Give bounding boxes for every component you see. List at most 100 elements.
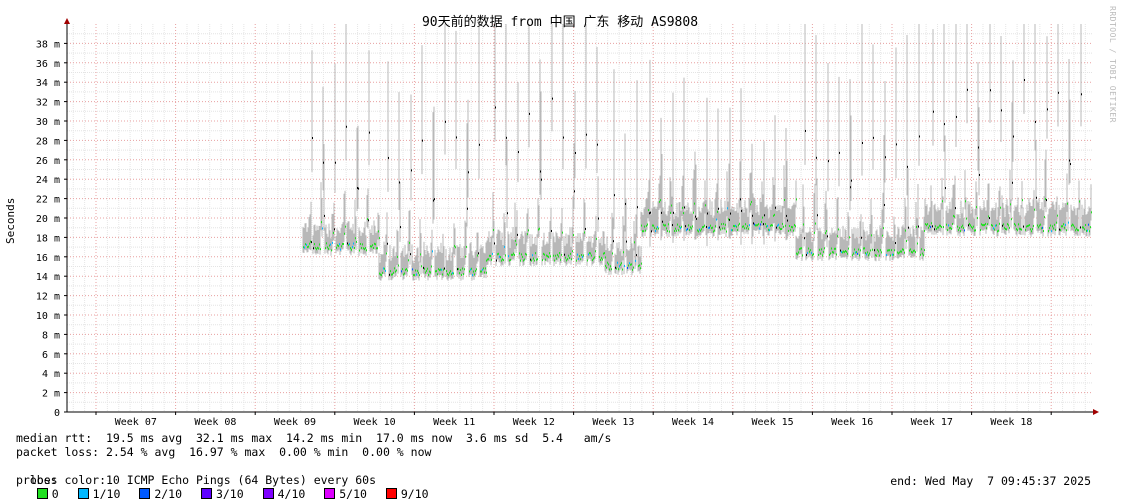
median-point [779, 226, 780, 229]
median-point [887, 249, 888, 252]
loss-color-text: 1/10 [92, 487, 121, 501]
median-point [790, 228, 791, 231]
median-point [632, 268, 633, 271]
median-point [416, 273, 417, 276]
median-point [821, 248, 822, 251]
median-point [956, 115, 957, 118]
median-point [730, 212, 731, 215]
smokeping-chart: 0 2 m 4 m 6 m 8 m 10 m 12 m 14 m 16 m 18 m 20 m 22 … [36, 14, 1099, 428]
median-point [774, 213, 775, 216]
median-point [917, 242, 918, 245]
median-point [1073, 224, 1074, 227]
median-point [320, 248, 321, 251]
median-point [789, 225, 790, 228]
median-point [998, 229, 999, 232]
median-point [806, 253, 807, 256]
median-point [458, 268, 459, 271]
median-point [933, 110, 934, 113]
median-point [588, 253, 589, 256]
median-point [499, 255, 500, 258]
median-point [653, 224, 654, 227]
median-point [677, 223, 678, 226]
median-point [755, 224, 756, 227]
median-point [848, 247, 849, 250]
median-point [936, 228, 937, 231]
median-point [418, 271, 419, 274]
median-point [423, 266, 424, 269]
median-point [339, 243, 340, 246]
median-point [581, 254, 582, 257]
median-point [871, 234, 872, 237]
median-point [432, 250, 433, 253]
median-point [1020, 228, 1021, 231]
median-point [670, 211, 671, 214]
median-point [429, 270, 430, 273]
median-point [958, 229, 959, 232]
median-point [571, 258, 572, 261]
median-point [412, 268, 413, 271]
median-point [486, 271, 487, 274]
median-point [610, 265, 611, 268]
median-point [1003, 223, 1004, 226]
median-point [883, 227, 884, 230]
loss-color-text: 3/10 [215, 487, 244, 501]
y-tick-label: 34 m [36, 78, 60, 89]
median-point [462, 267, 463, 270]
median-point [627, 266, 628, 269]
median-point [591, 254, 592, 257]
median-point [720, 228, 721, 231]
median-point [1047, 108, 1048, 111]
median-point [509, 259, 510, 262]
median-point [587, 259, 588, 262]
median-point [449, 271, 450, 274]
median-point [616, 267, 617, 270]
median-point [803, 223, 804, 226]
median-point [530, 258, 531, 261]
median-point [329, 244, 330, 247]
median-point [347, 242, 348, 245]
median-point [736, 225, 737, 228]
median-point [319, 243, 320, 246]
median-point [903, 248, 904, 251]
median-point [695, 215, 696, 218]
median-point [662, 220, 663, 223]
median-point [792, 226, 793, 229]
median-point [550, 255, 551, 258]
median-point [912, 251, 913, 254]
x-tick-label: Week 14 [672, 417, 714, 428]
median-point [658, 227, 659, 230]
y-tick-label: 16 m [36, 253, 60, 264]
median-point [471, 267, 472, 270]
median-point [735, 224, 736, 227]
median-point [732, 229, 733, 232]
median-point [833, 251, 834, 254]
median-point [448, 274, 449, 277]
median-point [827, 235, 828, 238]
median-point [981, 223, 982, 226]
median-point [349, 243, 350, 246]
median-point [702, 226, 703, 229]
median-point [740, 198, 741, 201]
median-point [714, 229, 715, 232]
median-point [640, 267, 641, 270]
median-point [988, 215, 989, 218]
median-point [1014, 222, 1015, 225]
median-point [486, 259, 487, 262]
median-point [749, 224, 750, 227]
median-point [355, 237, 356, 240]
median-point [822, 254, 823, 257]
median-point [859, 254, 860, 257]
median-point [924, 229, 925, 232]
median-point [454, 244, 455, 247]
median-point [1039, 224, 1040, 227]
median-point [675, 227, 676, 230]
median-point [531, 259, 532, 262]
median-point [378, 230, 379, 233]
median-point [666, 227, 667, 230]
median-point [655, 230, 656, 233]
median-point [1083, 226, 1084, 229]
median-point [999, 222, 1000, 225]
median-point [978, 146, 979, 149]
median-point [643, 230, 644, 233]
median-point [377, 247, 378, 250]
